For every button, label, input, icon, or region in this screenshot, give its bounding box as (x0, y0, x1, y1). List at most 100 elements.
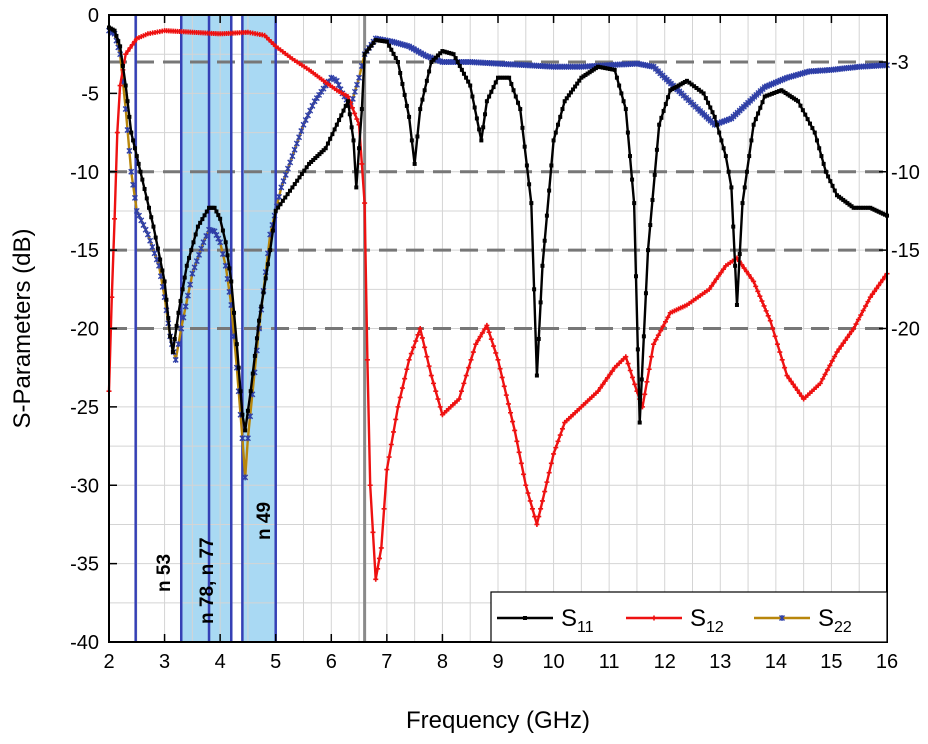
marker-square (261, 290, 266, 295)
marker-square (614, 75, 619, 80)
marker-square (400, 81, 405, 86)
marker-plus (607, 371, 613, 377)
marker-square (323, 146, 328, 151)
marker-square (767, 92, 772, 97)
marker-square (630, 177, 635, 182)
marker-square (737, 252, 742, 257)
x-tick-label: 8 (437, 651, 448, 673)
marker-square (632, 201, 637, 206)
marker-plus (874, 285, 880, 291)
marker-plus (597, 385, 603, 391)
marker-plus (600, 381, 606, 387)
marker-square (868, 205, 873, 210)
marker-square (422, 88, 427, 93)
marker-square (125, 99, 130, 104)
marker-square (339, 113, 344, 118)
marker-plus (473, 341, 479, 347)
marker-square (603, 66, 608, 71)
marker-square (373, 38, 378, 43)
marker-square (674, 84, 679, 89)
marker-square (193, 232, 198, 237)
marker-plus (840, 340, 846, 346)
marker-plus (512, 427, 518, 433)
marker-square (878, 210, 883, 215)
marker-plus (876, 282, 882, 288)
marker-plus (863, 303, 869, 309)
marker-square (791, 96, 796, 101)
marker-square (319, 150, 324, 155)
marker-plus (422, 344, 428, 350)
marker-square (600, 65, 605, 70)
marker-square (566, 93, 571, 98)
marker-square (371, 40, 376, 45)
marker-square (807, 121, 812, 126)
band-label-2: n 49 (254, 502, 275, 540)
marker-square (863, 205, 868, 210)
y-axis-title: S-Parameters (dB) (9, 228, 36, 428)
marker-plus (602, 378, 608, 384)
marker-square (398, 70, 403, 75)
marker-square (285, 192, 290, 197)
marker-square (845, 201, 850, 206)
marker-square (250, 371, 255, 376)
marker-plus (424, 354, 430, 360)
marker-square (384, 39, 389, 44)
marker-square (676, 83, 681, 88)
marker-plus (824, 367, 830, 373)
marker-plus (484, 322, 490, 328)
marker-square (854, 205, 859, 210)
marker-square (457, 63, 462, 68)
marker-square (865, 205, 870, 210)
marker-square (317, 152, 322, 157)
marker-plus (759, 298, 765, 304)
marker-square (823, 169, 828, 174)
marker-square (149, 215, 154, 220)
marker-square (504, 75, 509, 80)
marker-square (337, 118, 342, 123)
marker-square (701, 91, 706, 96)
marker-plus (349, 105, 355, 111)
marker-plus (109, 294, 115, 300)
marker-square (484, 99, 489, 104)
marker-plus (386, 454, 392, 460)
marker-plus (112, 216, 118, 222)
marker-square (573, 84, 578, 89)
marker-plus (352, 110, 358, 116)
marker-square (375, 38, 380, 43)
right-tick-label: -20 (891, 319, 920, 341)
marker-square (280, 198, 285, 203)
marker-square (393, 55, 398, 60)
marker-star (289, 153, 296, 160)
marker-plus (632, 381, 638, 387)
marker-plus (718, 270, 724, 276)
marker-square (847, 202, 852, 207)
marker-square (556, 122, 561, 127)
marker-square (187, 255, 192, 260)
marker-square (635, 347, 640, 352)
marker-plus (491, 343, 497, 349)
marker-star (178, 325, 185, 332)
marker-plus (362, 200, 368, 206)
marker-square (652, 172, 657, 177)
marker-plus (774, 341, 780, 347)
marker-star (200, 239, 207, 246)
marker-square (714, 122, 719, 127)
marker-square (828, 179, 833, 184)
marker-star (293, 140, 300, 147)
marker-square (534, 373, 539, 378)
marker-plus (720, 266, 726, 272)
x-tick-label: 6 (326, 651, 337, 673)
marker-square (779, 88, 784, 93)
marker-square (734, 302, 739, 307)
marker-square (507, 75, 512, 80)
marker-square (435, 53, 440, 58)
marker-star (144, 231, 151, 238)
marker-square (349, 125, 354, 130)
legend-subscript: 12 (706, 619, 724, 636)
y-tick-label: -20 (70, 319, 99, 341)
marker-star (128, 168, 135, 175)
marker-square (321, 148, 326, 153)
marker-plus (559, 426, 565, 432)
marker-square (166, 316, 171, 321)
marker-square (593, 66, 598, 71)
